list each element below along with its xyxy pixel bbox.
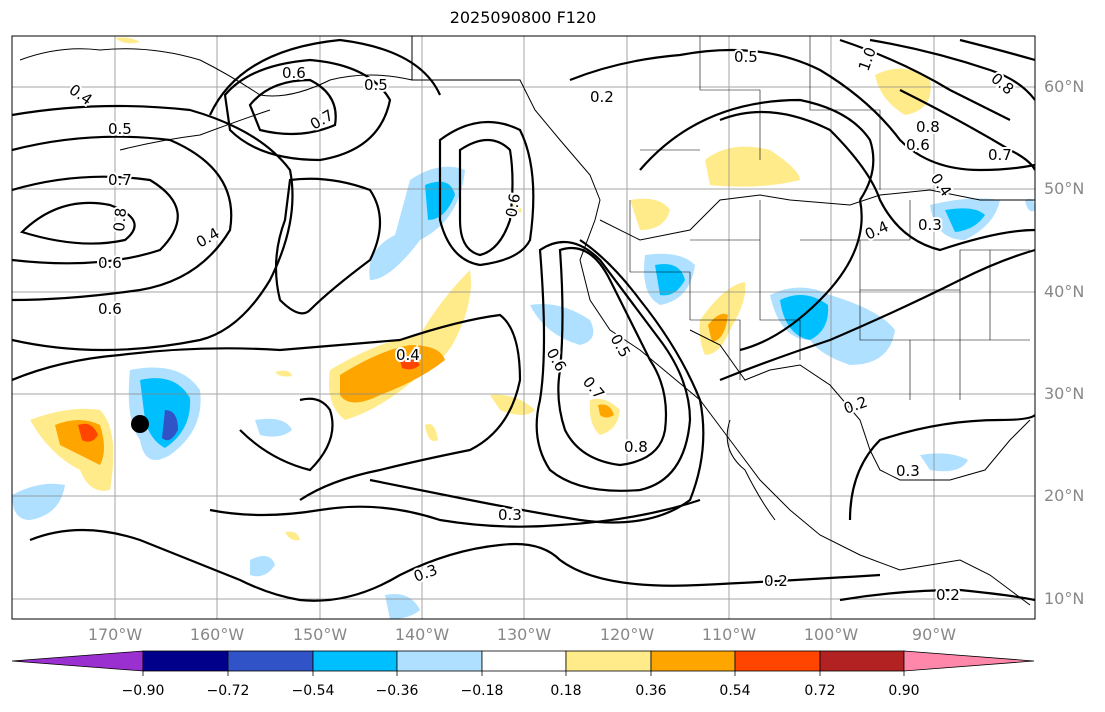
contour-label: 0.8 xyxy=(916,118,940,136)
contour-label: 0.4 xyxy=(396,346,420,364)
state-borders xyxy=(629,36,1030,400)
lon-label: 150°W xyxy=(292,625,348,644)
contour-label: 0.2 xyxy=(936,586,960,604)
contour-label: 0.6 xyxy=(906,136,930,154)
contour-label: 0.2 xyxy=(764,572,788,590)
lat-label: 20°N xyxy=(1044,486,1085,505)
colorbar-segment xyxy=(481,650,567,672)
page-title: 2025090800 F120 xyxy=(449,8,597,27)
black-dot-marker xyxy=(131,415,149,433)
contour-label: 0.5 xyxy=(734,48,758,66)
colorbar-tick-label: −0.72 xyxy=(206,683,250,699)
colorbar-tick-label: −0.36 xyxy=(375,683,419,699)
lat-label: 10°N xyxy=(1044,589,1085,608)
colorbar-tick-label: −0.54 xyxy=(291,683,335,699)
colorbar-tick-label: 0.90 xyxy=(888,683,920,699)
colorbar-segment xyxy=(819,650,905,672)
lat-label: 30°N xyxy=(1044,384,1085,403)
colorbar-tick-label: 0.72 xyxy=(804,683,836,699)
lon-label: 160°W xyxy=(189,625,245,644)
lon-label: 120°W xyxy=(599,625,655,644)
contour-label: 0.6 xyxy=(282,64,306,82)
colorbar-segment xyxy=(312,650,398,672)
contour-label: 0.6 xyxy=(98,300,122,318)
contour-lines xyxy=(12,38,1035,602)
colorbar-under-arrow xyxy=(11,650,144,672)
lon-label: 130°W xyxy=(496,625,552,644)
colorbar-tick-label: −0.18 xyxy=(460,683,504,699)
contour-label: 0.5 xyxy=(364,76,388,94)
colorbar-over-arrow xyxy=(903,650,1035,672)
colorbar-tick-label: 0.36 xyxy=(635,683,667,699)
colorbar-segment xyxy=(650,650,736,672)
contour-label: 0.7 xyxy=(108,171,132,189)
grid-lines xyxy=(12,36,1035,619)
contour-label: 0.8 xyxy=(110,207,130,232)
lat-label: 50°N xyxy=(1044,179,1085,198)
lat-label: 40°N xyxy=(1044,282,1085,301)
contour-label: 0.6 xyxy=(502,192,524,219)
map-frame xyxy=(11,35,1036,620)
contour-label: 0.8 xyxy=(624,438,648,456)
contour-label: 0.3 xyxy=(896,462,920,480)
contour-label: 0.6 xyxy=(98,254,122,272)
lat-label: 60°N xyxy=(1044,77,1085,96)
lon-label: 90°W xyxy=(911,625,957,644)
colorbar-segment xyxy=(734,650,821,672)
contour-label: 0.3 xyxy=(498,506,522,524)
contour-label: 0.5 xyxy=(108,120,132,138)
colorbar-segment xyxy=(142,650,229,672)
colorbar xyxy=(11,650,1035,676)
colorbar-tick-label: 0.18 xyxy=(550,683,582,699)
coastlines xyxy=(19,36,1035,606)
colorbar-segment xyxy=(227,650,314,672)
colorbar-segment xyxy=(396,650,483,672)
lon-label: 140°W xyxy=(394,625,450,644)
contour-label: 0.7 xyxy=(988,146,1012,164)
lon-label: 110°W xyxy=(701,625,757,644)
colorbar-tick-label: 0.54 xyxy=(719,683,751,699)
contour-label: 0.3 xyxy=(918,216,942,234)
lon-label: 100°W xyxy=(803,625,859,644)
contour-label: 0.2 xyxy=(590,88,614,106)
colorbar-segment xyxy=(565,650,652,672)
colorbar-tick-label: −0.90 xyxy=(121,683,165,699)
lon-label: 170°W xyxy=(87,625,143,644)
